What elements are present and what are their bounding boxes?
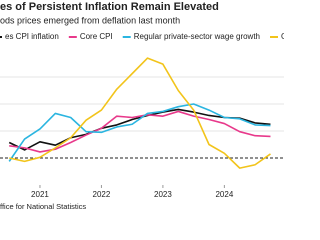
legend-label: es CPI inflation — [5, 32, 59, 41]
x-tick-label: 2022 — [93, 190, 111, 199]
legend-label: Core CPI — [80, 32, 113, 41]
x-tick-label: 2024 — [215, 190, 233, 199]
chart-subtitle: ods prices emerged from deflation last m… — [0, 15, 180, 25]
legend-label: Regular private-sector wage growth — [134, 32, 260, 41]
chart-title: es of Persistent Inflation Remain Elevat… — [0, 1, 219, 13]
legend-label: Goo — [281, 32, 284, 41]
series-line — [9, 57, 271, 169]
series-line — [8, 103, 271, 162]
x-tick-label: 2021 — [31, 190, 49, 199]
x-tick-label: 2023 — [154, 190, 172, 199]
page: es of Persistent Inflation Remain Elevat… — [0, 0, 284, 211]
chart: es of Persistent Inflation Remain Elevat… — [0, 1, 284, 211]
source: ffice for National Statistics — [0, 202, 86, 211]
